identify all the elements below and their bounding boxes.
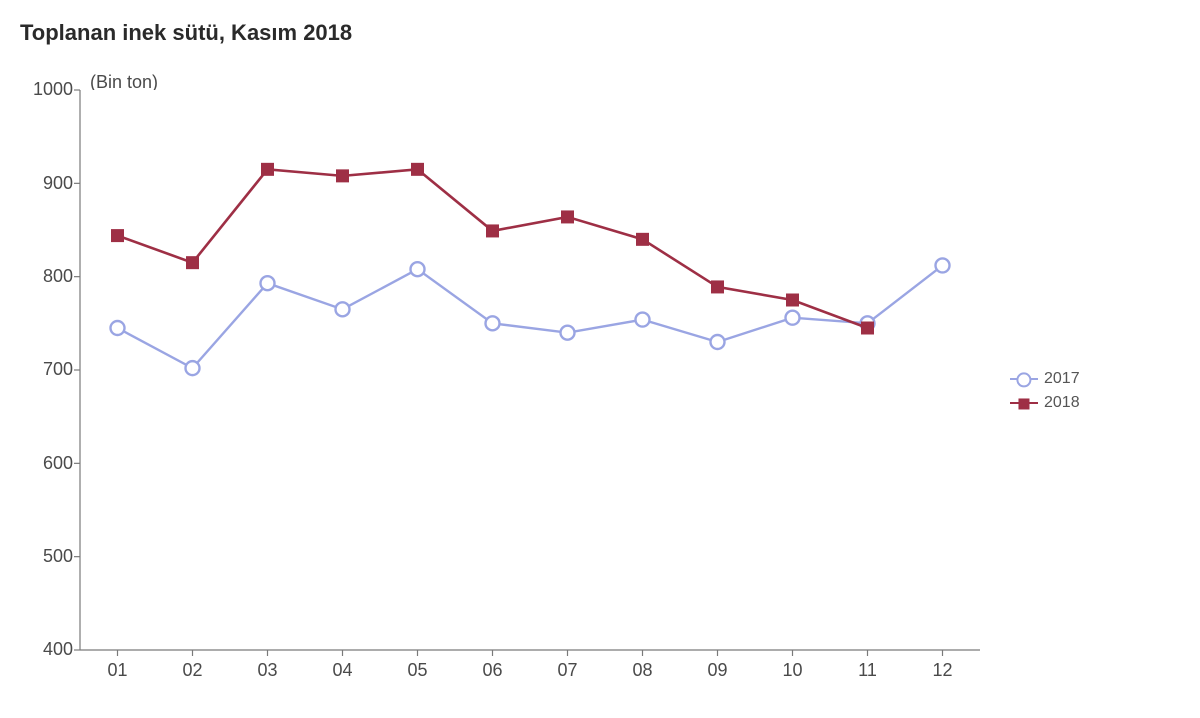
chart-title: Toplanan inek sütü, Kasım 2018 [20, 20, 352, 46]
series-marker-2018 [861, 322, 874, 335]
series-marker-2017 [336, 302, 350, 316]
x-tick-label: 10 [773, 660, 813, 681]
series-marker-2017 [486, 316, 500, 330]
series-marker-2018 [186, 256, 199, 269]
series-marker-2017 [636, 313, 650, 327]
series-marker-2017 [261, 276, 275, 290]
x-tick-label: 02 [173, 660, 213, 681]
x-tick-label: 06 [473, 660, 513, 681]
legend-marker-icon [1018, 398, 1029, 409]
series-marker-2017 [711, 335, 725, 349]
series-marker-2017 [111, 321, 125, 335]
series-marker-2018 [786, 294, 799, 307]
x-tick-label: 12 [923, 660, 963, 681]
series-marker-2018 [111, 229, 124, 242]
x-tick-label: 04 [323, 660, 363, 681]
x-tick-label: 05 [398, 660, 438, 681]
series-marker-2017 [936, 258, 950, 272]
y-tick-label: 500 [18, 546, 73, 567]
series-marker-2018 [336, 169, 349, 182]
plot-area [80, 90, 980, 667]
y-tick-label: 400 [18, 639, 73, 660]
series-marker-2017 [786, 311, 800, 325]
x-tick-label: 03 [248, 660, 288, 681]
y-tick-label: 900 [18, 173, 73, 194]
y-tick-label: 800 [18, 266, 73, 287]
legend-entry-2017: 2017 [1010, 370, 1080, 388]
x-tick-label: 01 [98, 660, 138, 681]
y-tick-label: 1000 [18, 79, 73, 100]
legend-line-icon [1010, 378, 1038, 380]
series-marker-2018 [711, 280, 724, 293]
x-tick-label: 11 [848, 660, 888, 681]
series-marker-2017 [411, 262, 425, 276]
y-tick-label: 700 [18, 359, 73, 380]
series-line-2018 [118, 169, 868, 328]
legend: 2017 2018 [1010, 370, 1080, 418]
series-marker-2017 [186, 361, 200, 375]
series-marker-2018 [561, 210, 574, 223]
x-tick-label: 07 [548, 660, 588, 681]
x-tick-label: 09 [698, 660, 738, 681]
legend-label: 2017 [1044, 370, 1080, 388]
series-marker-2018 [486, 224, 499, 237]
series-marker-2018 [411, 163, 424, 176]
legend-label: 2018 [1044, 394, 1080, 412]
legend-entry-2018: 2018 [1010, 394, 1080, 412]
chart-page: Toplanan inek sütü, Kasım 2018 (Bin ton)… [0, 0, 1200, 718]
series-marker-2018 [261, 163, 274, 176]
legend-marker-icon [1016, 372, 1031, 387]
series-marker-2017 [561, 326, 575, 340]
line-chart-svg [80, 90, 980, 662]
legend-line-icon [1010, 402, 1038, 404]
series-marker-2018 [636, 233, 649, 246]
series-line-2017 [118, 265, 943, 368]
x-tick-label: 08 [623, 660, 663, 681]
y-tick-label: 600 [18, 453, 73, 474]
